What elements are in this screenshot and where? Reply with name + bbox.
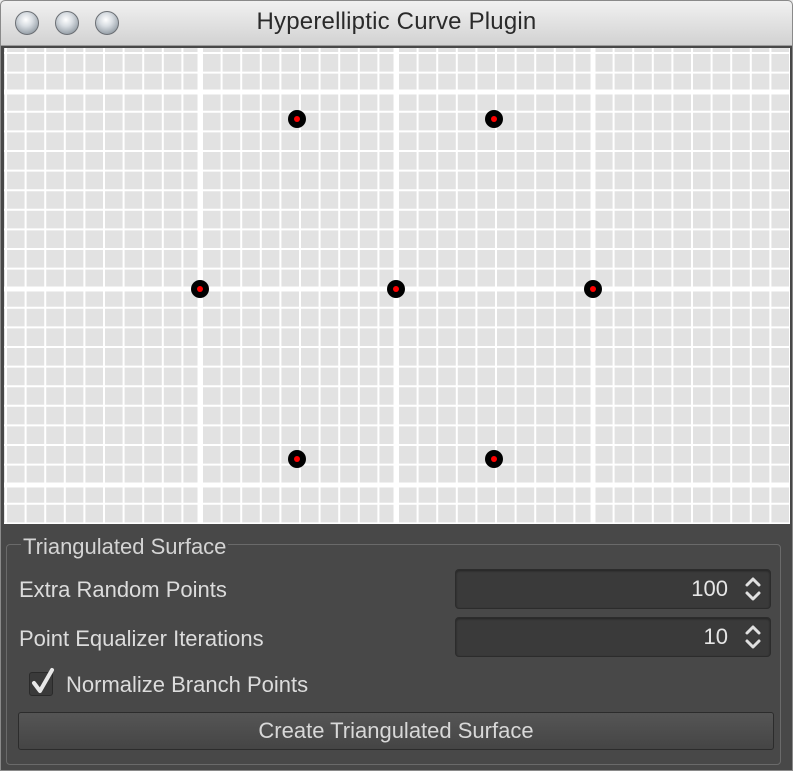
group-title: Triangulated Surface bbox=[21, 534, 229, 560]
branch-point[interactable] bbox=[288, 110, 306, 128]
minimize-icon[interactable] bbox=[55, 11, 79, 35]
branch-point[interactable] bbox=[387, 280, 405, 298]
grid-canvas[interactable] bbox=[4, 48, 790, 524]
create-triangulated-surface-button[interactable]: Create Triangulated Surface bbox=[18, 712, 774, 750]
point-equalizer-iterations-spinbox[interactable]: 10 bbox=[455, 617, 771, 657]
close-icon[interactable] bbox=[15, 11, 39, 35]
title-bar[interactable]: Hyperelliptic Curve Plugin bbox=[1, 1, 792, 46]
point-equalizer-iterations-label: Point Equalizer Iterations bbox=[19, 626, 264, 651]
checkmark-icon bbox=[32, 668, 54, 693]
updown-arrows-icon[interactable] bbox=[742, 574, 764, 604]
updown-arrows-icon[interactable] bbox=[742, 622, 764, 652]
branch-point-canvas[interactable] bbox=[4, 48, 790, 524]
extra-random-points-label: Extra Random Points bbox=[19, 577, 227, 602]
branch-point[interactable] bbox=[584, 280, 602, 298]
branch-point[interactable] bbox=[485, 110, 503, 128]
branch-point[interactable] bbox=[288, 450, 306, 468]
extra-random-points-spinbox[interactable]: 100 bbox=[455, 569, 771, 609]
point-equalizer-iterations-value[interactable]: 10 bbox=[703, 624, 728, 649]
normalize-branch-points-label[interactable]: Normalize Branch Points bbox=[66, 672, 309, 697]
branch-point[interactable] bbox=[485, 450, 503, 468]
normalize-branch-points-checkbox[interactable] bbox=[29, 668, 54, 696]
zoom-icon[interactable] bbox=[95, 11, 119, 35]
branch-point[interactable] bbox=[191, 280, 209, 298]
window-title: Hyperelliptic Curve Plugin bbox=[256, 8, 537, 35]
extra-random-points-value[interactable]: 100 bbox=[691, 576, 728, 601]
triangulated-surface-group bbox=[6, 544, 781, 765]
